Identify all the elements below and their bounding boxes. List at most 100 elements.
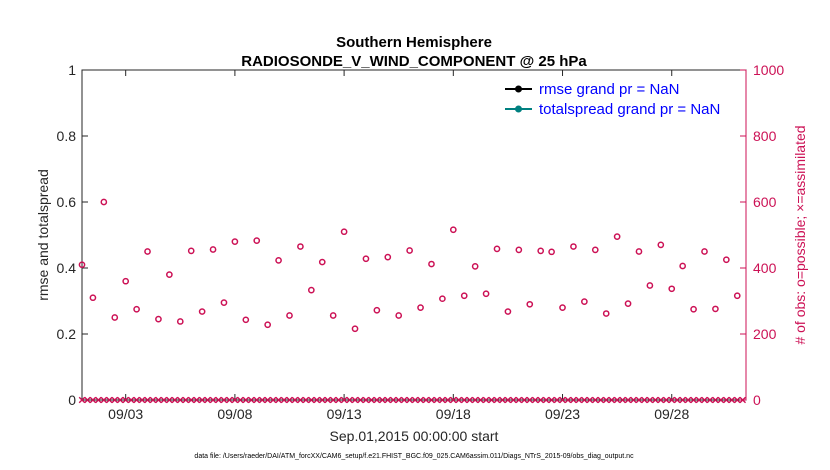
obs-possible-point — [362, 255, 370, 263]
obs-assimilated-point — [242, 396, 250, 404]
obs-possible-point — [198, 308, 206, 315]
obs-assimilated-point — [662, 396, 670, 404]
obs-assimilated-point — [542, 396, 550, 404]
obs-assimilated-point — [395, 396, 403, 404]
obs-possible-point — [668, 285, 676, 293]
obs-assimilated-point — [106, 396, 113, 404]
obs-possible-point — [537, 247, 545, 255]
obs-assimilated-point — [657, 396, 665, 404]
obs-possible-point — [144, 248, 151, 255]
obs-possible-point — [275, 257, 282, 264]
obs-assimilated-point — [133, 396, 140, 404]
obs-assimilated-point — [460, 396, 468, 404]
obs-assimilated-point — [733, 396, 741, 404]
obs-possible-point — [340, 228, 348, 236]
obs-possible-point — [712, 305, 719, 313]
obs-assimilated-point — [155, 396, 162, 404]
obs-possible-point — [428, 260, 435, 268]
obs-assimilated-point — [247, 396, 255, 404]
obs-assimilated-point — [548, 396, 555, 404]
obs-possible-point — [166, 271, 173, 278]
obs-assimilated-point — [329, 396, 337, 404]
x-tick-label: 09/03 — [108, 406, 143, 422]
obs-assimilated-point — [226, 396, 233, 404]
right-tick-label: 0 — [753, 392, 761, 408]
obs-assimilated-point — [291, 396, 299, 404]
obs-assimilated-point — [389, 396, 397, 404]
obs-possible-point — [406, 247, 413, 254]
obs-assimilated-point — [166, 396, 173, 404]
obs-possible-point — [373, 306, 381, 314]
obs-assimilated-point — [444, 396, 452, 404]
obs-assimilated-point — [684, 396, 692, 404]
obs-possible-point — [155, 315, 162, 323]
obs-assimilated-point — [586, 396, 594, 404]
x-tick-label: 09/23 — [545, 406, 580, 422]
right-tick-label: 800 — [753, 128, 777, 144]
obs-assimilated-point — [450, 396, 457, 404]
obs-possible-point — [504, 308, 512, 315]
obs-assimilated-point — [231, 396, 239, 404]
left-tick-label: 1 — [68, 62, 76, 78]
obs-assimilated-point — [209, 396, 217, 404]
obs-possible-point — [471, 263, 479, 270]
obs-assimilated-point — [690, 396, 697, 404]
obs-assimilated-point — [515, 396, 523, 404]
obs-assimilated-point — [127, 396, 135, 404]
chart-title-line2: RADIOSONDE_V_WIND_COMPONENT @ 25 hPa — [241, 53, 587, 70]
obs-possible-point — [78, 261, 86, 269]
obs-assimilated-point — [717, 396, 725, 404]
obs-assimilated-point — [422, 396, 430, 404]
x-tick-label: 09/28 — [654, 406, 689, 422]
obs-assimilated-point — [630, 396, 637, 404]
obs-possible-point — [493, 245, 501, 253]
obs-assimilated-point — [340, 396, 348, 404]
obs-assimilated-point — [313, 396, 321, 404]
obs-possible-point — [460, 292, 468, 300]
obs-possible-point — [264, 321, 272, 329]
obs-assimilated-point — [318, 396, 326, 404]
legend-totalspread-marker — [515, 105, 522, 113]
left-tick-label: 0 — [68, 392, 76, 408]
obs-assimilated-point — [275, 396, 282, 404]
obs-assimilated-point — [406, 396, 413, 404]
right-tick-label: 200 — [753, 326, 777, 342]
obs-assimilated-point — [619, 396, 626, 404]
obs-possible-point — [591, 246, 599, 254]
obs-possible-point — [581, 298, 588, 306]
obs-possible-point — [613, 233, 621, 240]
obs-assimilated-point — [144, 396, 151, 404]
obs-possible-point — [231, 238, 239, 245]
obs-assimilated-point — [357, 396, 364, 404]
obs-assimilated-point — [564, 396, 572, 404]
obs-possible-point — [242, 316, 250, 324]
obs-possible-point — [133, 305, 140, 313]
obs-assimilated-point — [646, 396, 654, 404]
obs-assimilated-point — [346, 396, 353, 404]
obs-assimilated-point — [597, 396, 605, 404]
obs-possible-point — [307, 286, 315, 294]
obs-assimilated-point — [264, 396, 271, 404]
obs-possible-point — [395, 312, 403, 319]
obs-assimilated-point — [182, 396, 190, 404]
left-axis-label: rmse and totalspread — [35, 169, 51, 301]
obs-assimilated-point — [368, 396, 375, 404]
obs-assimilated-point — [253, 396, 261, 404]
obs-possible-point — [482, 290, 490, 298]
obs-possible-point — [690, 305, 697, 313]
obs-assimilated-point — [521, 396, 528, 404]
obs-assimilated-point — [510, 396, 517, 404]
obs-possible-point — [253, 237, 261, 244]
obs-assimilated-point — [171, 396, 179, 404]
obs-assimilated-point — [362, 396, 370, 404]
obs-assimilated-point — [613, 396, 621, 404]
obs-possible-point — [526, 300, 534, 308]
obs-assimilated-point — [308, 396, 315, 404]
obs-assimilated-point — [504, 396, 512, 404]
obs-assimilated-point — [559, 396, 566, 404]
obs-possible-point — [297, 243, 304, 250]
obs-assimilated-point — [635, 396, 643, 404]
right-axis-label: # of obs: o=possible; ×=assimilated — [792, 125, 808, 344]
obs-assimilated-point — [624, 396, 632, 404]
